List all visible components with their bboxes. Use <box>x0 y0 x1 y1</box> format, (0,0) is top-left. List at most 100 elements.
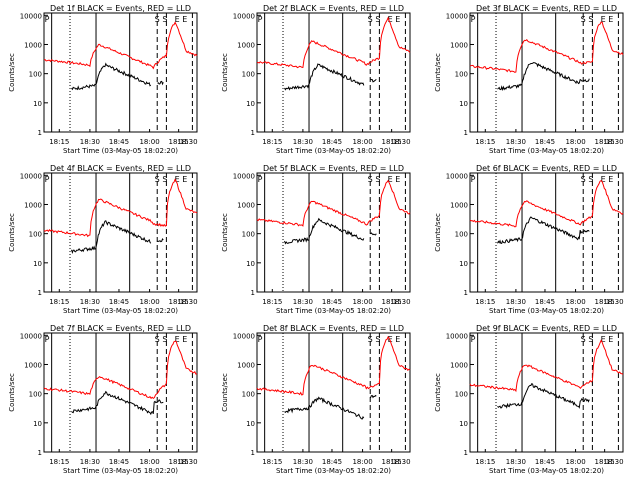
time-marker-letter: S <box>375 15 380 24</box>
time-marker-letter: E <box>608 15 613 24</box>
x-tick-label: 18:00 <box>565 298 585 306</box>
y-tick-label: 1 <box>38 129 42 137</box>
time-marker-letter: S <box>588 15 593 24</box>
y-tick-label: 100 <box>242 71 255 79</box>
x-tick-label: 18:30 <box>506 298 526 306</box>
x-axis-label: Start Time (03-May-05 18:02:20) <box>276 147 391 155</box>
x-tick-label: 18:15 <box>49 458 69 466</box>
time-marker-letter: P <box>45 335 50 344</box>
x-tick-label: 18:15 <box>595 298 615 306</box>
time-marker-letter: S <box>581 335 586 344</box>
plot-frame <box>43 172 198 293</box>
panel-title: Det 8f BLACK = Events, RED = LLD <box>263 324 404 333</box>
y-tick-label: 1000 <box>237 41 255 49</box>
x-axis-label: Start Time (03-May-05 18:02:20) <box>489 307 604 315</box>
x-axis-label: Start Time (03-May-05 18:02:20) <box>276 307 391 315</box>
x-tick-label: 18:15 <box>169 298 189 306</box>
x-tick-label: 18:00 <box>565 138 585 146</box>
y-tick-label: 100 <box>242 391 255 399</box>
x-tick-label: 18:30 <box>177 458 197 466</box>
y-axis-label: Counts/sec <box>221 53 229 92</box>
time-marker-letter: S <box>155 335 160 344</box>
y-tick-label: 10 <box>459 420 468 428</box>
x-tick-label: 18:30 <box>80 298 100 306</box>
y-tick-label: 1000 <box>237 361 255 369</box>
time-marker-letter: S <box>155 15 160 24</box>
panel-2: Det 2f BLACK = Events, RED = LLD 1 10 100 10… <box>221 4 411 155</box>
y-tick-label: 10 <box>459 260 468 268</box>
events-series-line <box>71 62 164 91</box>
time-marker-letter: P <box>258 15 263 24</box>
time-marker-letter: E <box>388 175 393 184</box>
panel-title: Det 4f BLACK = Events, RED = LLD <box>50 164 191 173</box>
lld-series-line <box>469 21 624 73</box>
panel-title: Det 9f BLACK = Events, RED = LLD <box>476 324 617 333</box>
x-tick-label: 18:00 <box>565 458 585 466</box>
y-tick-label: 1000 <box>450 41 468 49</box>
x-tick-label: 18:45 <box>322 298 342 306</box>
y-tick-label: 10 <box>246 100 255 108</box>
x-tick-label: 18:00 <box>139 138 159 146</box>
time-marker-letter: S <box>588 335 593 344</box>
y-tick-label: 10000 <box>233 172 255 180</box>
y-axis-label: Counts/sec <box>8 373 16 412</box>
lld-series-line <box>43 340 198 400</box>
time-marker-letter: E <box>175 175 180 184</box>
plot-frame <box>256 332 411 453</box>
time-marker-letter: S <box>375 175 380 184</box>
panel-title: Det 6f BLACK = Events, RED = LLD <box>476 164 617 173</box>
x-tick-label: 18:30 <box>506 458 526 466</box>
y-tick-label: 10000 <box>446 12 468 20</box>
time-marker-letter: P <box>471 15 476 24</box>
y-tick-label: 10000 <box>20 172 42 180</box>
time-marker-letter: P <box>45 15 50 24</box>
time-marker-letter: E <box>175 15 180 24</box>
panel-3: Det 3f BLACK = Events, RED = LLD 1 10 100 10… <box>434 4 624 155</box>
panel-title: Det 1f BLACK = Events, RED = LLD <box>50 4 191 13</box>
x-tick-label: 18:15 <box>169 138 189 146</box>
x-tick-label: 18:45 <box>109 298 129 306</box>
y-tick-label: 10000 <box>446 332 468 340</box>
x-axis-label: Start Time (03-May-05 18:02:20) <box>489 467 604 475</box>
x-tick-label: 18:30 <box>80 138 100 146</box>
time-marker-letter: S <box>162 335 167 344</box>
x-tick-label: 18:15 <box>382 298 402 306</box>
time-marker-letter: S <box>162 175 167 184</box>
y-tick-label: 1000 <box>237 201 255 209</box>
y-tick-label: 1 <box>251 129 255 137</box>
panel-9: Det 9f BLACK = Events, RED = LLD 1 10 100 10… <box>434 324 624 475</box>
x-tick-label: 18:45 <box>535 298 555 306</box>
x-tick-label: 18:15 <box>49 298 69 306</box>
y-tick-label: 1 <box>464 289 468 297</box>
panel-title: Det 7f BLACK = Events, RED = LLD <box>50 324 191 333</box>
y-tick-label: 1 <box>251 449 255 457</box>
y-tick-label: 1000 <box>24 361 42 369</box>
y-tick-label: 10000 <box>20 12 42 20</box>
x-tick-label: 18:30 <box>390 138 410 146</box>
y-tick-label: 10000 <box>233 332 255 340</box>
panel-7: Det 7f BLACK = Events, RED = LLD 1 10 100 10… <box>8 324 198 475</box>
y-tick-label: 10 <box>246 420 255 428</box>
time-marker-letter: P <box>471 175 476 184</box>
x-tick-label: 18:15 <box>595 138 615 146</box>
lld-series-line <box>43 178 198 238</box>
y-tick-label: 1 <box>38 449 42 457</box>
y-axis-label: Counts/sec <box>8 213 16 252</box>
y-tick-label: 100 <box>29 231 42 239</box>
panel-6: Det 6f BLACK = Events, RED = LLD 1 10 100 10… <box>434 164 624 315</box>
x-tick-label: 18:45 <box>109 138 129 146</box>
x-axis-label: Start Time (03-May-05 18:02:20) <box>63 467 178 475</box>
panel-title: Det 2f BLACK = Events, RED = LLD <box>263 4 404 13</box>
y-axis-label: Counts/sec <box>434 213 442 252</box>
x-tick-label: 18:15 <box>49 138 69 146</box>
time-marker-letter: S <box>375 335 380 344</box>
time-marker-letter: E <box>175 335 180 344</box>
x-tick-label: 18:30 <box>390 298 410 306</box>
y-tick-label: 100 <box>242 231 255 239</box>
time-marker-letter: S <box>368 335 373 344</box>
x-tick-label: 18:15 <box>262 458 282 466</box>
y-tick-label: 100 <box>29 71 42 79</box>
y-tick-label: 10 <box>33 100 42 108</box>
x-tick-label: 18:15 <box>475 458 495 466</box>
x-tick-label: 18:30 <box>293 458 313 466</box>
